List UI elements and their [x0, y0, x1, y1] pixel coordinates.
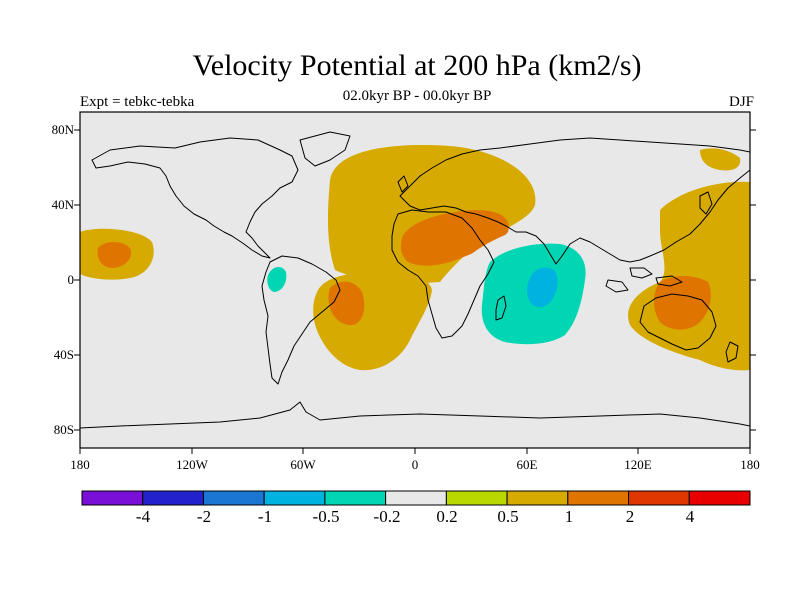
coastline-new-zealand	[725, 341, 739, 363]
colorbar-label: 0.5	[497, 507, 519, 526]
coastline-madagascar	[495, 295, 507, 321]
contour-negative-east-pacific	[116, 251, 299, 362]
contour-positive-australia-asia	[628, 181, 750, 371]
colorbar-swatch	[81, 490, 144, 506]
coastline-south-america	[261, 255, 341, 385]
y-tick-label: 80S	[53, 422, 74, 437]
contour-negative-maritime-patch	[606, 257, 634, 278]
colorbar-label: -0.5	[312, 507, 340, 526]
colorbar-label: -1	[257, 507, 273, 526]
coastlines	[80, 131, 750, 429]
colorbar-swatch	[567, 490, 630, 506]
colorbar-label: 1	[564, 507, 574, 526]
colorbar-label: 4	[685, 507, 695, 526]
colorbar	[81, 490, 751, 506]
y-tick-label: 0	[67, 272, 75, 287]
coastline-eurasia	[399, 137, 750, 265]
colorbar-label: 0.2	[436, 507, 458, 526]
x-tick-label: 0	[411, 457, 419, 472]
coastline-australia	[639, 293, 717, 351]
coastline-greenland	[299, 131, 351, 167]
colorbar-swatch	[628, 490, 690, 506]
x-tick-label: 180	[740, 457, 760, 472]
colorbar-swatch	[202, 490, 265, 506]
contour-negative-indian-ocean-core	[527, 267, 558, 308]
contour-negative-north-pacific	[110, 178, 170, 217]
coastline-north-america	[91, 137, 299, 259]
contour-negative-peru-patch	[267, 266, 287, 292]
coastline-british-isles	[397, 175, 409, 193]
contour-positive-east-asia-edge	[700, 148, 741, 171]
coastline-maritime-continent	[605, 267, 683, 293]
y-tick-label: 40N	[51, 197, 74, 212]
contour-positive-arabia-core	[400, 210, 509, 266]
colorbar-swatch	[142, 490, 204, 506]
axis-ticks	[74, 129, 756, 454]
contour-positive-australia-core	[654, 276, 711, 330]
colorbar-label: -2	[196, 507, 212, 526]
colorbar-swatch	[263, 490, 326, 506]
contour-fills	[80, 145, 750, 396]
colorbar-swatch	[324, 490, 387, 506]
contour-positive-brazil-core	[328, 281, 365, 326]
colorbar-swatch	[506, 490, 569, 506]
x-tick-label: 180	[70, 457, 90, 472]
x-tick-label: 60E	[516, 457, 538, 472]
map-subtitle: 02.0kyr BP - 00.0kyr BP	[342, 88, 492, 104]
experiment-label: Expt = tebkc-tebka	[80, 94, 195, 110]
y-tick-label: 80N	[51, 122, 74, 137]
coastline-africa	[391, 209, 495, 339]
x-tick-label: 120E	[624, 457, 652, 472]
colorbar-label: -4	[135, 507, 151, 526]
colorbar-swatch	[385, 490, 447, 506]
season-label: DJF	[728, 94, 754, 110]
contour-positive-west-pacific-core	[97, 242, 132, 268]
contour-positive-north-africa-eurasia	[327, 145, 536, 285]
contour-negative-caribbean	[251, 213, 308, 260]
colorbar-label: -0.2	[373, 507, 401, 526]
colorbar-swatch	[445, 490, 508, 506]
x-tick-label: 120W	[176, 457, 208, 472]
map-title: Velocity Potential at 200 hPa (km2/s)	[192, 49, 642, 82]
colorbar-swatch	[688, 490, 751, 506]
x-tick-label: 60W	[290, 457, 316, 472]
y-tick-label: 40S	[53, 347, 74, 362]
colorbar-label: 2	[625, 507, 635, 526]
coastline-antarctica	[80, 401, 750, 429]
coastline-japan	[699, 191, 713, 215]
